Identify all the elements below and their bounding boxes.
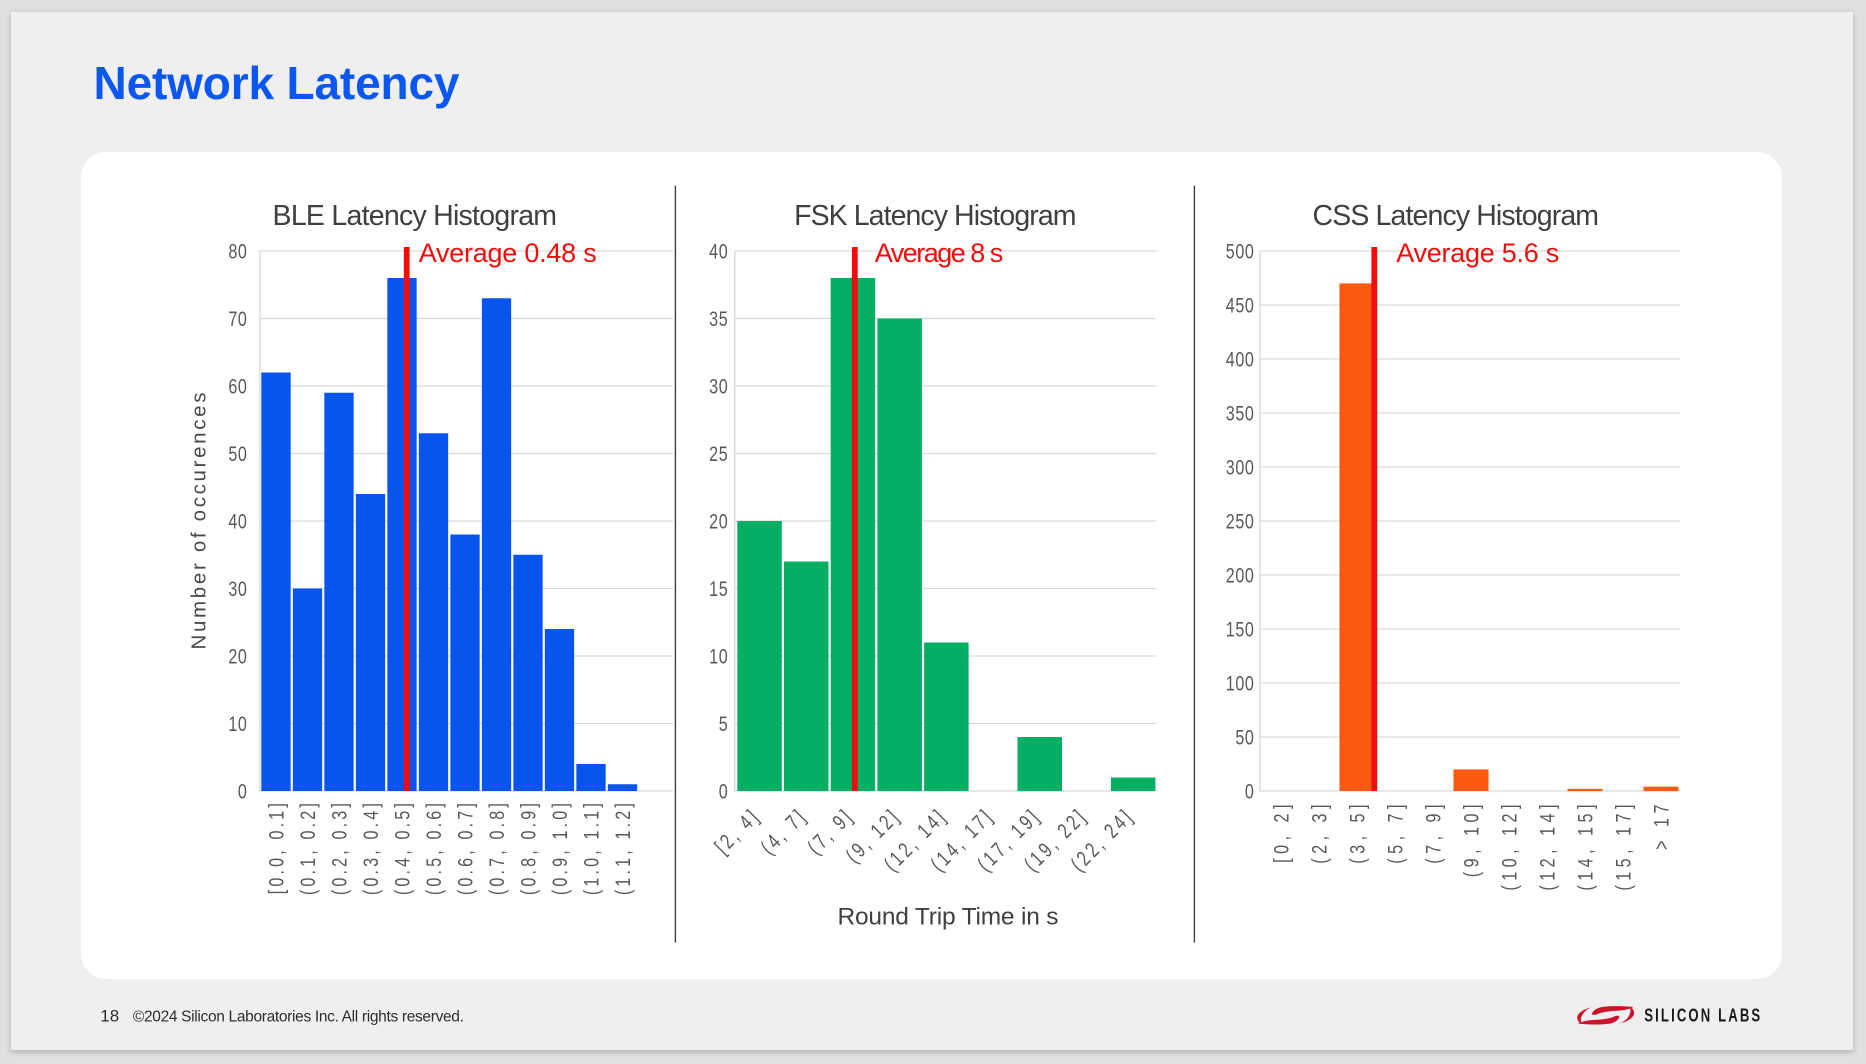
svg-text:500: 500	[1226, 240, 1255, 264]
svg-text:Average 8 s: Average 8 s	[875, 238, 1004, 268]
svg-text:(0.7, 0.8]: (0.7, 0.8]	[486, 800, 510, 895]
svg-text:Average 0.48 s: Average 0.48 s	[419, 238, 597, 268]
svg-text:40: 40	[709, 240, 728, 264]
svg-text:350: 350	[1226, 402, 1255, 426]
svg-text:[2, 4]: [2, 4]	[711, 804, 766, 859]
svg-text:100: 100	[1226, 672, 1255, 696]
svg-text:Average 5.6 s: Average 5.6 s	[1396, 238, 1559, 268]
svg-text:(0.8, 0.9]: (0.8, 0.9]	[518, 800, 542, 895]
svg-text:Number of occurences: Number of occurences	[188, 393, 211, 650]
svg-text:0: 0	[238, 780, 248, 804]
svg-text:10: 10	[228, 713, 247, 737]
svg-text:FSK Latency Histogram: FSK Latency Histogram	[794, 200, 1076, 232]
svg-text:(0.3, 0.4]: (0.3, 0.4]	[360, 800, 384, 895]
svg-text:(14, 15]: (14, 15]	[1575, 800, 1599, 891]
svg-text:[0.0, 0.1]: [0.0, 0.1]	[266, 800, 290, 894]
svg-text:(0.4, 0.5]: (0.4, 0.5]	[392, 800, 416, 895]
svg-text:15: 15	[709, 578, 728, 602]
svg-text:40: 40	[228, 510, 247, 534]
svg-text:Network Latency: Network Latency	[94, 57, 460, 109]
svg-text:(5, 7]: (5, 7]	[1385, 800, 1409, 864]
svg-text:450: 450	[1226, 294, 1255, 318]
svg-text:(2, 3]: (2, 3]	[1309, 800, 1333, 864]
svg-text:(1.0, 1.1]: (1.0, 1.1]	[581, 800, 605, 895]
svg-text:300: 300	[1226, 456, 1255, 480]
svg-text:18: 18	[100, 1006, 119, 1025]
svg-text:BLE Latency Histogram: BLE Latency Histogram	[273, 200, 558, 232]
svg-text:250: 250	[1226, 510, 1255, 534]
svg-text:(4, 7]: (4, 7]	[757, 804, 813, 860]
svg-text:35: 35	[709, 308, 728, 332]
svg-text:SILICON LABS: SILICON LABS	[1644, 1004, 1762, 1025]
svg-text:(0.6, 0.7]: (0.6, 0.7]	[455, 800, 479, 895]
svg-text:[0, 2]: [0, 2]	[1271, 800, 1295, 863]
svg-text:80: 80	[228, 240, 247, 264]
svg-text:150: 150	[1226, 618, 1255, 642]
svg-text:20: 20	[709, 510, 728, 534]
svg-text:(1.1, 1.2]: (1.1, 1.2]	[612, 800, 636, 895]
svg-text:70: 70	[228, 308, 247, 332]
svg-text:(0.1, 0.2]: (0.1, 0.2]	[297, 800, 321, 895]
svg-text:(15, 17]: (15, 17]	[1613, 800, 1637, 891]
svg-text:60: 60	[228, 375, 247, 399]
svg-text:(0.5, 0.6]: (0.5, 0.6]	[423, 800, 447, 895]
svg-text:400: 400	[1226, 348, 1255, 372]
svg-text:10: 10	[709, 645, 728, 669]
svg-text:CSS Latency Histogram: CSS Latency Histogram	[1313, 200, 1600, 232]
svg-text:(3, 5]: (3, 5]	[1347, 800, 1371, 864]
svg-text:5: 5	[719, 713, 729, 737]
svg-text:50: 50	[228, 443, 247, 467]
svg-text:25: 25	[709, 443, 728, 467]
svg-text:(10, 12]: (10, 12]	[1499, 800, 1523, 891]
svg-text:(0.2, 0.3]: (0.2, 0.3]	[329, 800, 353, 895]
svg-text:30: 30	[709, 375, 728, 399]
svg-text:200: 200	[1226, 564, 1255, 588]
svg-text:> 17: > 17	[1651, 800, 1675, 850]
svg-text:50: 50	[1235, 726, 1254, 750]
svg-text:(7, 9]: (7, 9]	[1423, 800, 1447, 864]
svg-text:(9, 10]: (9, 10]	[1461, 800, 1485, 877]
svg-text:0: 0	[719, 780, 729, 804]
svg-text:(12, 14]: (12, 14]	[1537, 800, 1561, 891]
svg-text:©2024 Silicon Laboratories Inc: ©2024 Silicon Laboratories Inc. All righ…	[133, 1008, 464, 1025]
svg-text:(0.9, 1.0]: (0.9, 1.0]	[549, 800, 573, 895]
svg-text:20: 20	[228, 645, 247, 669]
svg-text:30: 30	[228, 578, 247, 602]
svg-text:Round Trip Time in s: Round Trip Time in s	[838, 903, 1059, 930]
svg-text:0: 0	[1245, 780, 1255, 804]
